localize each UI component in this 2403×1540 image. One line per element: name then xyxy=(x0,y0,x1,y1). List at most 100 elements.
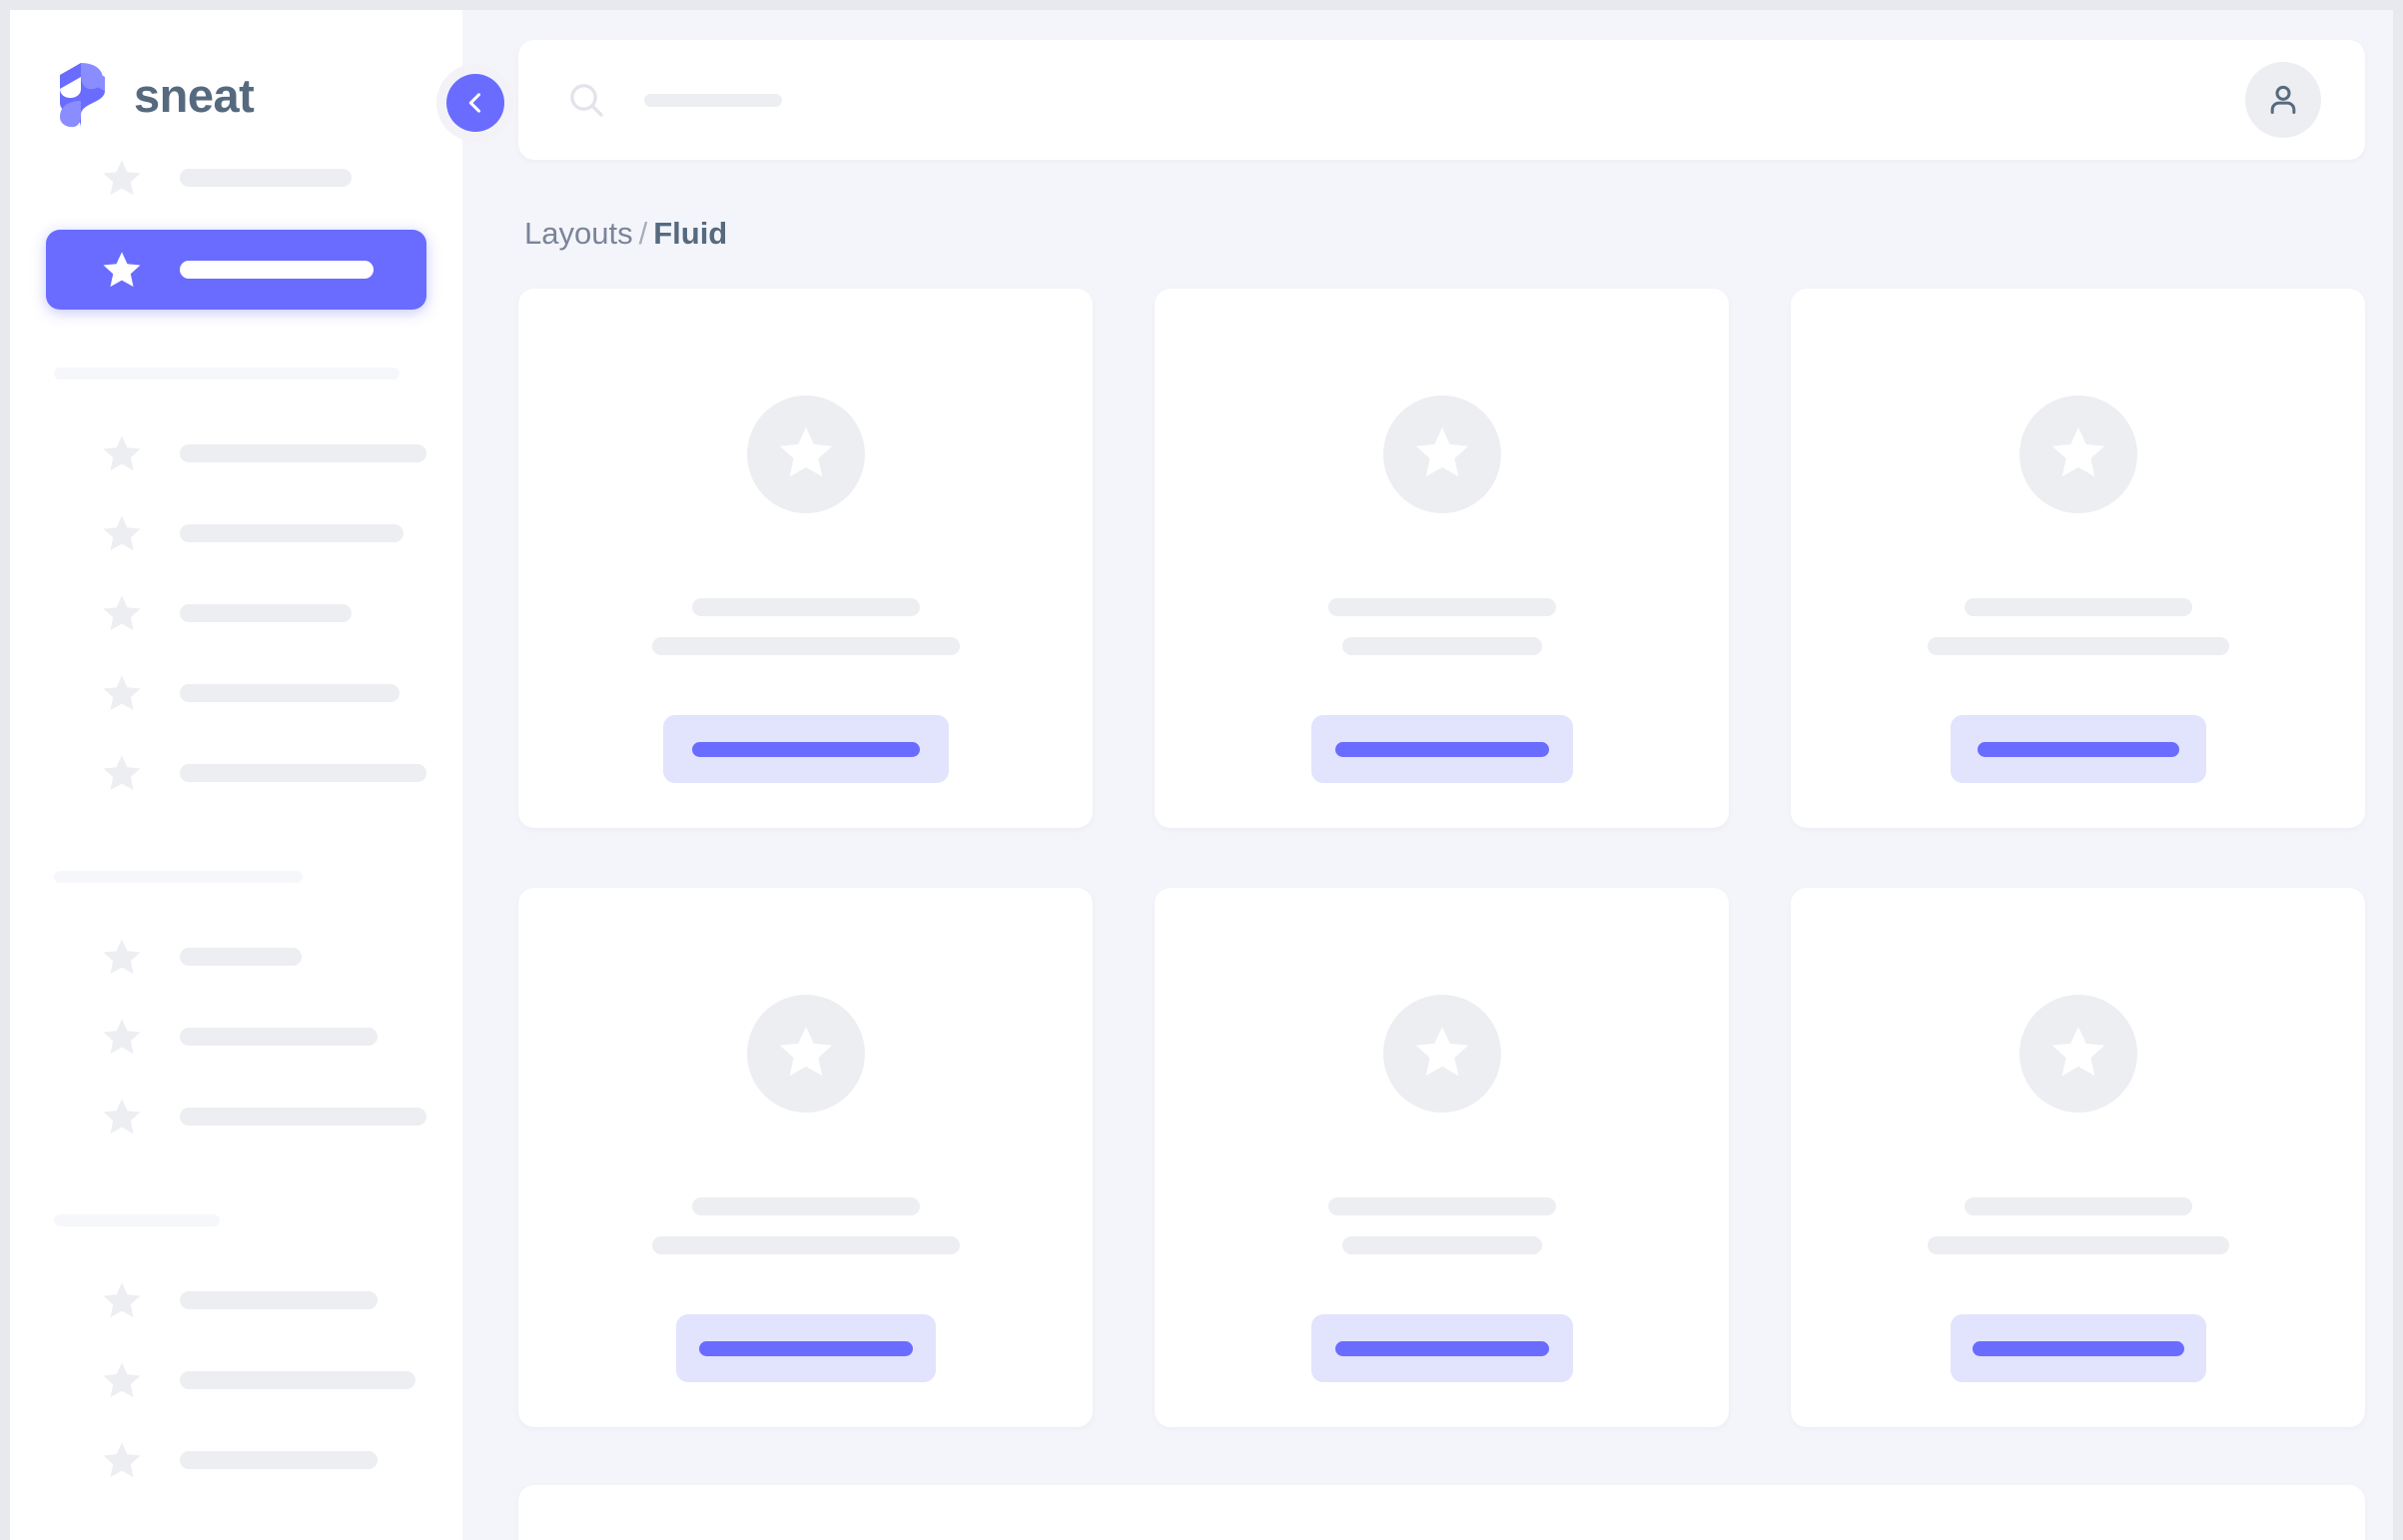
sidebar-item-label xyxy=(180,261,374,279)
sidebar-item-label xyxy=(180,1451,378,1469)
search-input-skeleton[interactable] xyxy=(644,93,782,107)
sidebar: sneat xyxy=(10,10,514,1540)
card-title-skeleton xyxy=(1327,598,1556,616)
sidebar-item[interactable] xyxy=(46,493,426,573)
card-title-skeleton xyxy=(1964,598,2192,616)
card-avatar xyxy=(2018,395,2137,513)
sidebar-item[interactable] xyxy=(46,1260,426,1340)
card-action-button-label xyxy=(1334,741,1549,757)
sidebar-group-gap xyxy=(10,813,462,871)
sidebar-item-active[interactable] xyxy=(46,230,426,310)
star-icon xyxy=(102,159,142,197)
sidebar-nav xyxy=(10,138,462,1500)
sidebar-item-label xyxy=(180,1028,378,1046)
star-icon xyxy=(102,1441,142,1479)
card-action-button-label xyxy=(1334,1340,1549,1356)
sidebar-item[interactable] xyxy=(46,917,426,997)
star-icon xyxy=(1414,1025,1470,1084)
sidebar-item-label xyxy=(180,604,352,622)
card-action-button[interactable] xyxy=(1950,1314,2206,1382)
content-card xyxy=(1791,888,2365,1427)
content-card xyxy=(518,888,1093,1427)
card-action-button[interactable] xyxy=(675,1314,936,1382)
search-bar[interactable] xyxy=(566,80,2245,120)
star-icon xyxy=(1414,425,1470,484)
sidebar-section-gap xyxy=(10,883,462,917)
sidebar-collapse-button[interactable] xyxy=(436,64,514,142)
card-avatar xyxy=(746,995,865,1113)
card-subtitle-skeleton xyxy=(651,1236,960,1254)
content-card xyxy=(1155,888,1729,1427)
sidebar-item[interactable] xyxy=(46,653,426,733)
star-icon xyxy=(102,434,142,472)
card-title-skeleton xyxy=(691,1197,920,1215)
card-avatar xyxy=(746,395,865,513)
main-content: Layouts / Fluid xyxy=(462,10,2393,1540)
sidebar-item-gap xyxy=(10,218,462,230)
card-title-skeleton xyxy=(1327,1197,1556,1215)
content-card xyxy=(1791,289,2365,828)
star-icon xyxy=(778,1025,834,1084)
star-icon xyxy=(2050,1025,2106,1084)
sidebar-item-label xyxy=(180,524,403,542)
card-avatar xyxy=(1382,995,1501,1113)
sidebar-item[interactable] xyxy=(46,413,426,493)
sidebar-item[interactable] xyxy=(46,1077,426,1156)
star-icon xyxy=(778,425,834,484)
sneat-s-logo-icon xyxy=(50,61,112,129)
sidebar-item-label xyxy=(180,948,302,966)
sidebar-item[interactable] xyxy=(46,1420,426,1500)
sidebar-item[interactable] xyxy=(46,573,426,653)
star-icon xyxy=(102,251,142,289)
card-action-button[interactable] xyxy=(1310,1314,1573,1382)
avatar[interactable] xyxy=(2245,62,2321,138)
card-action-button-label xyxy=(1972,1340,2184,1356)
footer-bar xyxy=(518,1485,2365,1540)
card-subtitle-skeleton xyxy=(1341,637,1542,655)
star-icon xyxy=(102,1018,142,1056)
star-icon xyxy=(102,938,142,976)
card-grid xyxy=(518,289,2365,1427)
content-card xyxy=(518,289,1093,828)
sidebar-item-label xyxy=(180,1108,426,1126)
card-action-button[interactable] xyxy=(662,715,949,783)
card-subtitle-skeleton xyxy=(651,637,960,655)
card-action-button-label xyxy=(691,741,920,757)
breadcrumb-parent[interactable]: Layouts xyxy=(524,216,633,251)
sidebar-item-label xyxy=(180,1371,415,1389)
sidebar-section-gap xyxy=(10,1226,462,1260)
star-icon xyxy=(102,1361,142,1399)
sidebar-item-label xyxy=(180,1291,378,1309)
star-icon xyxy=(2050,425,2106,484)
sidebar-item-label xyxy=(180,684,400,702)
sidebar-item-label xyxy=(180,444,426,462)
sidebar-group-gap xyxy=(10,1156,462,1214)
card-subtitle-skeleton xyxy=(1927,1236,2229,1254)
card-avatar xyxy=(2018,995,2137,1113)
sidebar-section-header xyxy=(54,1214,220,1226)
card-title-skeleton xyxy=(691,598,920,616)
card-action-button[interactable] xyxy=(1310,715,1573,783)
sidebar-section-header xyxy=(54,368,400,380)
sidebar-item[interactable] xyxy=(46,997,426,1077)
card-title-skeleton xyxy=(1964,1197,2192,1215)
sidebar-item[interactable] xyxy=(46,1340,426,1420)
breadcrumb-separator: / xyxy=(638,216,648,251)
star-icon xyxy=(102,754,142,792)
content-card xyxy=(1155,289,1729,828)
sidebar-item[interactable] xyxy=(46,138,426,218)
sidebar-section-header xyxy=(54,871,303,883)
sidebar-item[interactable] xyxy=(46,733,426,813)
card-subtitle-skeleton xyxy=(1927,637,2229,655)
card-action-button-label xyxy=(1977,741,2179,757)
search-icon xyxy=(566,80,606,120)
card-action-button[interactable] xyxy=(1950,715,2206,783)
star-icon xyxy=(102,1281,142,1319)
brand-logo-block[interactable]: sneat xyxy=(10,10,462,138)
brand-name: sneat xyxy=(134,68,255,122)
chevron-left-icon xyxy=(446,74,504,132)
sidebar-section-gap xyxy=(10,380,462,413)
card-avatar xyxy=(1382,395,1501,513)
star-icon xyxy=(102,1098,142,1136)
